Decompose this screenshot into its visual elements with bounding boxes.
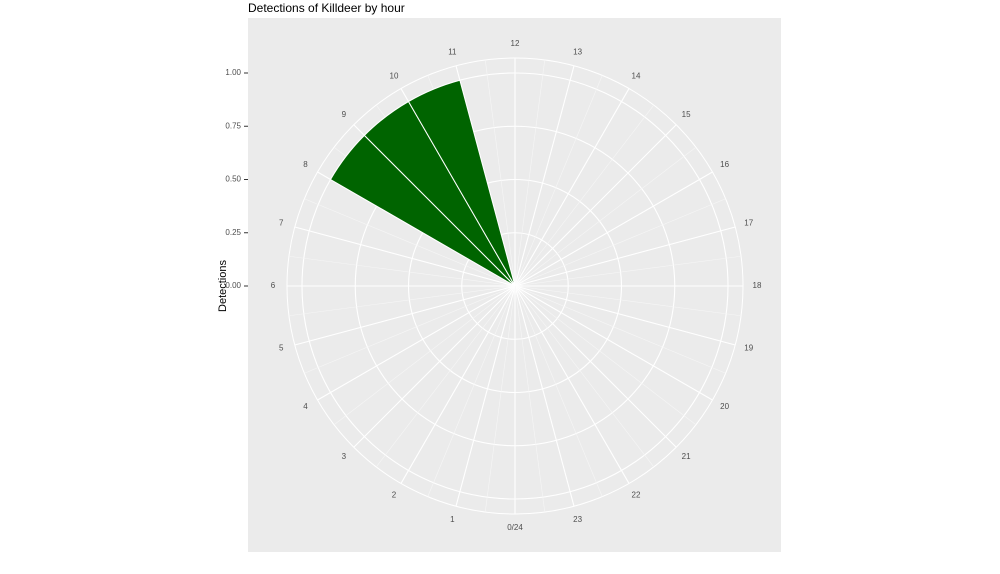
- minor-spoke: [514, 285, 603, 497]
- grid-spoke: [514, 88, 630, 287]
- x-tick-label: 15: [682, 110, 691, 119]
- y-tick-label: 0.50: [225, 175, 241, 184]
- grid-spoke: [294, 226, 516, 287]
- grid-spoke: [400, 285, 516, 484]
- minor-spoke: [514, 285, 546, 513]
- minor-spoke: [514, 285, 726, 374]
- x-tick-label: 9: [342, 110, 347, 119]
- grid-spoke: [514, 124, 677, 287]
- grid-spoke: [514, 285, 575, 507]
- x-tick-label: 10: [390, 72, 399, 81]
- minor-spoke: [514, 198, 726, 287]
- x-tick-label: 17: [744, 218, 753, 227]
- x-tick-label: 20: [720, 402, 729, 411]
- minor-spoke: [514, 75, 603, 287]
- x-tick-label: 12: [511, 39, 520, 48]
- x-tick-label: 18: [753, 281, 762, 290]
- minor-spoke: [427, 285, 516, 497]
- x-tick-label: 6: [271, 281, 276, 290]
- grid-spoke: [514, 285, 677, 448]
- y-tick-label: 0.75: [225, 121, 241, 130]
- grid-spoke: [514, 171, 713, 287]
- chart-title: Detections of Killdeer by hour: [248, 1, 405, 15]
- minor-spoke: [304, 285, 516, 374]
- x-tick-label: 11: [448, 47, 457, 56]
- y-tick-label: 0.25: [225, 228, 241, 237]
- x-tick-label: 5: [279, 344, 284, 353]
- minor-spoke: [514, 146, 697, 287]
- x-tick-label: 4: [303, 402, 308, 411]
- minor-spoke: [514, 104, 655, 287]
- grid-spoke: [514, 285, 630, 484]
- x-tick-label: 14: [632, 72, 641, 81]
- grid-spoke: [514, 226, 736, 287]
- grid-spoke: [317, 285, 516, 401]
- grid-spoke: [514, 285, 713, 401]
- x-tick-label: 2: [392, 491, 397, 500]
- minor-spoke: [375, 285, 516, 468]
- minor-spoke: [514, 255, 742, 287]
- x-tick-label: 22: [632, 491, 641, 500]
- y-axis-label: Detections: [217, 260, 229, 312]
- grid-spoke: [353, 285, 516, 448]
- minor-spoke: [514, 285, 655, 468]
- x-tick-label: 7: [279, 218, 284, 227]
- grid-spoke: [294, 285, 516, 346]
- y-tick-label: 0.00: [225, 281, 241, 290]
- x-tick-label: 23: [573, 515, 582, 524]
- x-tick-label: 3: [342, 452, 347, 461]
- minor-spoke: [288, 255, 516, 287]
- minor-spoke: [288, 285, 516, 317]
- x-tick-label: 1: [450, 515, 455, 524]
- minor-spoke: [514, 285, 697, 426]
- minor-spoke: [304, 198, 516, 287]
- minor-spoke: [484, 59, 516, 287]
- minor-spoke: [333, 285, 516, 426]
- x-tick-label: 19: [744, 344, 753, 353]
- minor-spoke: [484, 285, 516, 513]
- minor-spoke: [514, 285, 742, 317]
- x-tick-label: 16: [720, 160, 729, 169]
- grid-spoke: [514, 285, 736, 346]
- y-tick-label: 1.00: [225, 68, 241, 77]
- minor-spoke: [514, 59, 546, 287]
- x-tick-label: 8: [303, 160, 308, 169]
- x-tick-label: 13: [573, 47, 582, 56]
- grid-spoke: [514, 65, 575, 287]
- bar: [407, 79, 516, 287]
- x-tick-label: 21: [682, 452, 691, 461]
- grid-spoke: [455, 285, 516, 507]
- x-tick-label: 0/24: [507, 523, 523, 532]
